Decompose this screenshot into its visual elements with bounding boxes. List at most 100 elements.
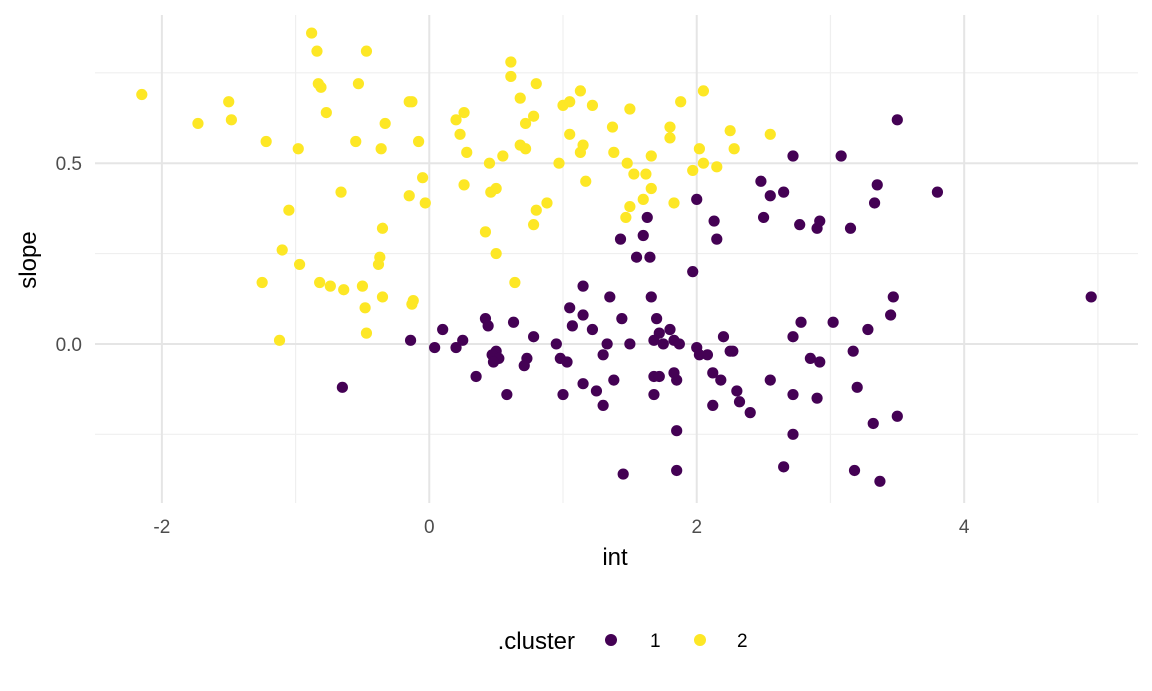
point-cluster-1 [787,428,799,440]
point-cluster-2 [356,280,369,292]
point-cluster-2 [519,143,532,155]
point-cluster-2 [664,121,676,133]
data-points [136,27,1097,487]
point-cluster-2 [490,182,502,195]
point-cluster-2 [514,92,526,104]
point-cluster-1 [717,331,730,343]
point-cluster-2 [577,139,589,151]
legend-key-1 [605,634,617,646]
point-cluster-1 [671,425,683,437]
point-cluster-2 [527,110,540,122]
point-cluster-2 [352,78,365,90]
grid [95,15,1138,503]
point-cluster-1 [671,464,683,477]
point-cluster-2 [379,117,391,130]
point-cluster-1 [577,280,589,292]
point-cluster-2 [350,135,362,148]
point-cluster-1 [764,374,776,386]
point-cluster-1 [597,349,609,361]
point-cluster-2 [711,161,723,173]
point-cluster-1 [724,345,736,357]
point-cluster-1 [429,341,441,354]
point-cluster-2 [519,117,532,130]
point-cluster-1 [787,150,799,162]
point-cluster-1 [711,233,723,245]
point-cluster-1 [624,338,636,350]
x-tick-label: 2 [691,517,702,538]
point-cluster-1 [653,370,665,383]
point-cluster-1 [457,334,469,346]
point-cluster-1 [645,291,657,303]
point-cluster-2 [574,85,586,97]
point-cluster-1 [787,388,799,401]
point-cluster-1 [708,215,720,227]
point-cluster-2 [419,197,431,209]
point-cluster-2 [324,280,336,292]
x-tick-label: -2 [153,517,170,538]
point-cluster-2 [417,172,429,184]
point-cluster-1 [630,251,643,263]
point-cluster-2 [136,88,148,101]
point-cluster-2 [292,143,304,155]
point-cluster-1 [891,114,903,126]
point-cluster-2 [553,157,565,169]
point-cluster-2 [606,121,619,133]
point-cluster-2 [412,135,425,148]
point-cluster-2 [697,157,710,169]
point-cluster-2 [376,291,389,303]
point-cluster-2 [645,182,657,195]
point-cluster-1 [687,266,699,278]
point-cluster-2 [454,128,466,140]
point-cluster-2 [407,294,419,307]
point-cluster-1 [874,475,886,487]
point-cluster-2 [624,103,636,115]
point-cluster-2 [450,114,462,126]
point-cluster-2 [314,276,326,289]
point-cluster-1 [691,193,703,205]
legend-label-2: 2 [737,631,748,652]
point-cluster-1 [637,229,649,242]
x-tick-label: 4 [959,517,970,538]
point-cluster-2 [461,146,473,158]
point-cluster-2 [372,258,385,271]
point-cluster-1 [557,388,569,401]
point-cluster-2 [697,85,710,97]
point-cluster-2 [192,117,204,130]
y-axis-title: slope [15,231,42,288]
point-cluster-1 [835,150,847,162]
point-cluster-2 [724,125,736,137]
point-cluster-2 [306,27,318,39]
point-cluster-1 [657,338,669,350]
point-cluster-2 [640,168,652,180]
point-cluster-1 [887,291,899,303]
point-cluster-1 [482,320,494,332]
point-cluster-2 [458,179,470,191]
point-cluster-1 [931,186,944,198]
point-cluster-2 [490,247,502,260]
point-cluster-1 [470,370,482,383]
point-cluster-1 [787,331,799,343]
point-cluster-1 [891,410,903,422]
point-cluster-2 [608,146,620,158]
point-cluster-1 [614,233,627,245]
point-cluster-1 [673,338,685,350]
point-cluster-2 [283,204,295,216]
point-cluster-1 [885,309,897,321]
point-cluster-1 [507,316,520,328]
point-cluster-2 [664,132,676,144]
point-cluster-1 [450,341,462,354]
y-axis-ticks: 0.0 0.5 [56,154,82,356]
point-cluster-1 [664,323,676,336]
point-cluster-2 [360,45,373,57]
point-cluster-2 [764,128,776,140]
point-cluster-1 [707,399,719,411]
point-cluster-1 [550,338,562,350]
point-cluster-2 [315,81,327,93]
point-cluster-2 [320,107,332,119]
point-cluster-1 [755,175,767,187]
point-cluster-2 [505,56,517,68]
point-cluster-1 [601,338,613,350]
point-cluster-1 [1085,291,1097,303]
point-cluster-2 [687,164,699,177]
